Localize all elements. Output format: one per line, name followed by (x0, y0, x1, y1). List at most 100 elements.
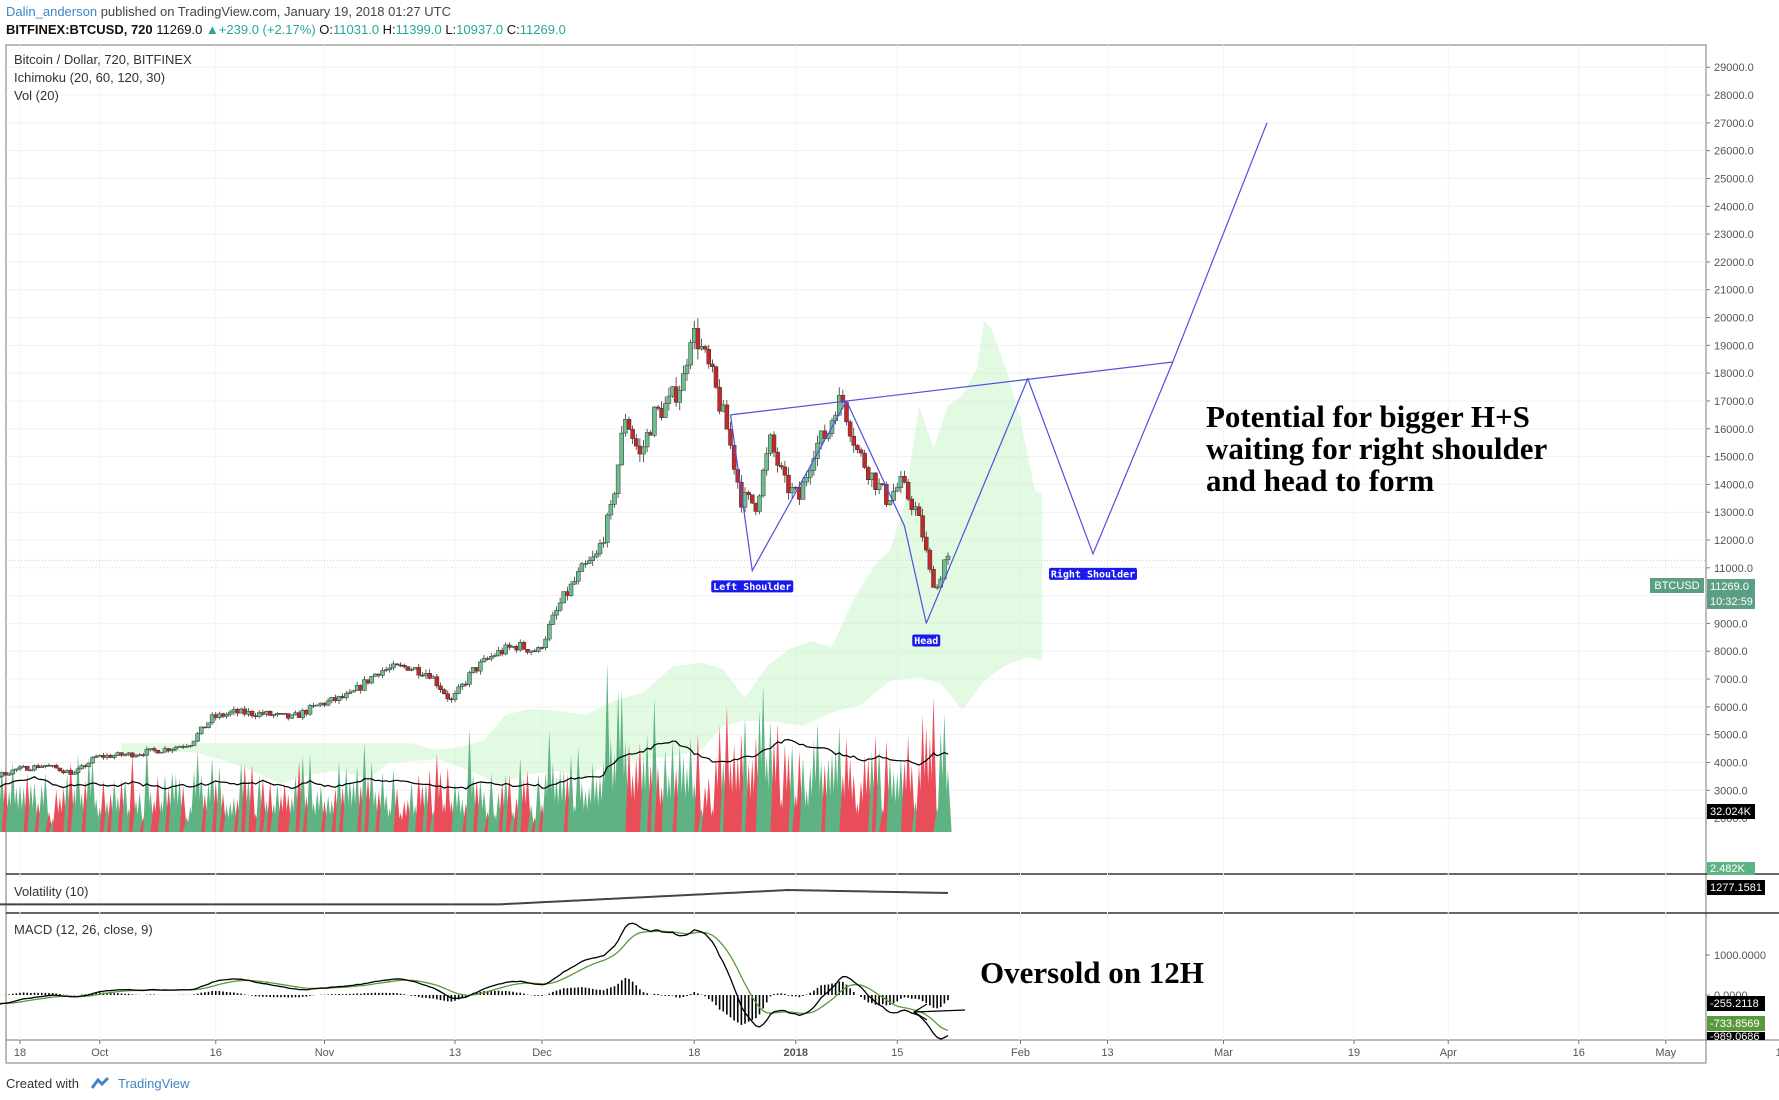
chart-frame (5, 44, 1707, 1064)
candle-body (644, 432, 650, 448)
candle-body (249, 710, 255, 716)
candle-body (344, 693, 349, 699)
y-tick-label: 7000.0 (1714, 674, 1748, 686)
candle-body (93, 755, 99, 758)
candle-body (779, 465, 784, 468)
candle-body (746, 492, 751, 495)
candle-body (782, 466, 788, 476)
tradingview-logo-icon (90, 1076, 110, 1089)
candle-body (862, 452, 867, 468)
svg-text:-733.8569: -733.8569 (1710, 1018, 1760, 1030)
footer: Created with TradingView (0, 1066, 1779, 1100)
volume-bar (774, 722, 782, 832)
candle-body (159, 751, 164, 754)
volume-bar (908, 764, 916, 832)
y-tick-label: 12000.0 (1714, 535, 1754, 547)
published-text: published on TradingView.com, January 19… (100, 4, 451, 19)
candle-body (663, 403, 668, 418)
candle-body (677, 390, 682, 403)
candle-body (550, 614, 556, 625)
volume-bar (850, 773, 858, 832)
candle-body (151, 748, 157, 751)
candle-body (931, 569, 936, 588)
candle-body (39, 766, 44, 768)
candle-body (884, 484, 889, 505)
candle-body (630, 429, 635, 439)
y-tick-label: 22000.0 (1714, 257, 1754, 269)
volume-bar (426, 769, 434, 832)
candle-body (594, 553, 599, 558)
candle-body (815, 442, 820, 459)
candle-body (402, 664, 407, 667)
candle-body (307, 705, 313, 715)
close-value: 11269.0 (519, 22, 566, 37)
volume-bar (136, 792, 144, 832)
candle-body (808, 470, 813, 478)
candle-body (786, 474, 791, 494)
oversold-arrow (912, 1003, 966, 1021)
footer-brand[interactable]: TradingView (118, 1076, 190, 1091)
candle-body (206, 722, 211, 728)
last-price: 11269.0 (156, 22, 203, 37)
volume-bar (650, 697, 658, 832)
candle-body (155, 749, 160, 754)
chart-canvas[interactable]: 2000.03000.04000.05000.06000.07000.08000… (0, 42, 1779, 1066)
candle-body (387, 667, 392, 670)
x-tick-label: 16 (210, 1047, 222, 1059)
annotation-hs-line2: waiting for right shoulder (1206, 431, 1548, 466)
macd-y-tick-label: 1000.0000 (1714, 950, 1766, 962)
svg-text:Right Shoulder: Right Shoulder (1051, 568, 1135, 580)
candle-body (170, 749, 175, 752)
candle-body (760, 469, 766, 497)
y-tick-label: 21000.0 (1714, 285, 1754, 297)
candle-body (14, 768, 19, 771)
volume-bar (505, 774, 513, 832)
y-tick-label: 16000.0 (1714, 424, 1754, 436)
grid (6, 45, 1706, 1040)
macd-signal-tag: -733.8569 (1707, 1016, 1765, 1031)
candle-body (547, 624, 552, 640)
y-tick-label: 5000.0 (1714, 730, 1748, 742)
legend-volatility: Volatility (10) (14, 884, 88, 899)
candle-body (873, 472, 878, 490)
candle-body (369, 676, 374, 684)
candle-body (441, 689, 447, 694)
bar-countdown: 10:32:59 (1710, 596, 1753, 608)
symbol-tag: BTCUSD (1650, 578, 1704, 593)
svg-text:2.482K: 2.482K (1710, 863, 1746, 875)
legend-title: Bitcoin / Dollar, 720, BITFINEX (14, 52, 192, 67)
candlestick-series (0, 318, 951, 779)
candle-body (130, 752, 135, 758)
volume-bar (41, 773, 49, 832)
head-and-shoulders-pattern (729, 122, 1268, 624)
author-link[interactable]: Dalin_anderson (6, 4, 98, 19)
y-tick-label: 14000.0 (1714, 479, 1754, 491)
x-tick-label: Apr (1440, 1047, 1457, 1059)
last-price-tag: 11269.0 10:32:59 (1707, 579, 1755, 609)
candle-body (434, 676, 440, 687)
candle-body (641, 446, 646, 455)
volume-bar (788, 744, 796, 832)
candle-body (72, 772, 77, 775)
candle-body (742, 492, 748, 508)
macd-line-tag: -989.0686 (1707, 1031, 1765, 1043)
candle-body (724, 404, 730, 430)
candle-body (405, 666, 411, 671)
symbol-name: BITFINEX:BTCUSD, 720 (6, 22, 153, 37)
candle-body (590, 556, 595, 561)
candle-body (315, 704, 320, 707)
svg-text:32.024K: 32.024K (1710, 806, 1752, 818)
candle-body (536, 647, 541, 652)
y-tick-label: 29000.0 (1714, 62, 1754, 74)
macd-line (0, 922, 949, 1040)
volume-bar (444, 766, 452, 832)
volume-bar (944, 769, 952, 832)
candle-body (289, 714, 295, 719)
svg-text:-255.2118: -255.2118 (1710, 998, 1759, 1010)
candle-body (380, 670, 385, 676)
candle-body (684, 364, 690, 374)
y-tick-label: 24000.0 (1714, 201, 1754, 213)
candle-body (924, 536, 929, 551)
candle-body (460, 683, 465, 688)
head-label: Head (912, 634, 941, 647)
